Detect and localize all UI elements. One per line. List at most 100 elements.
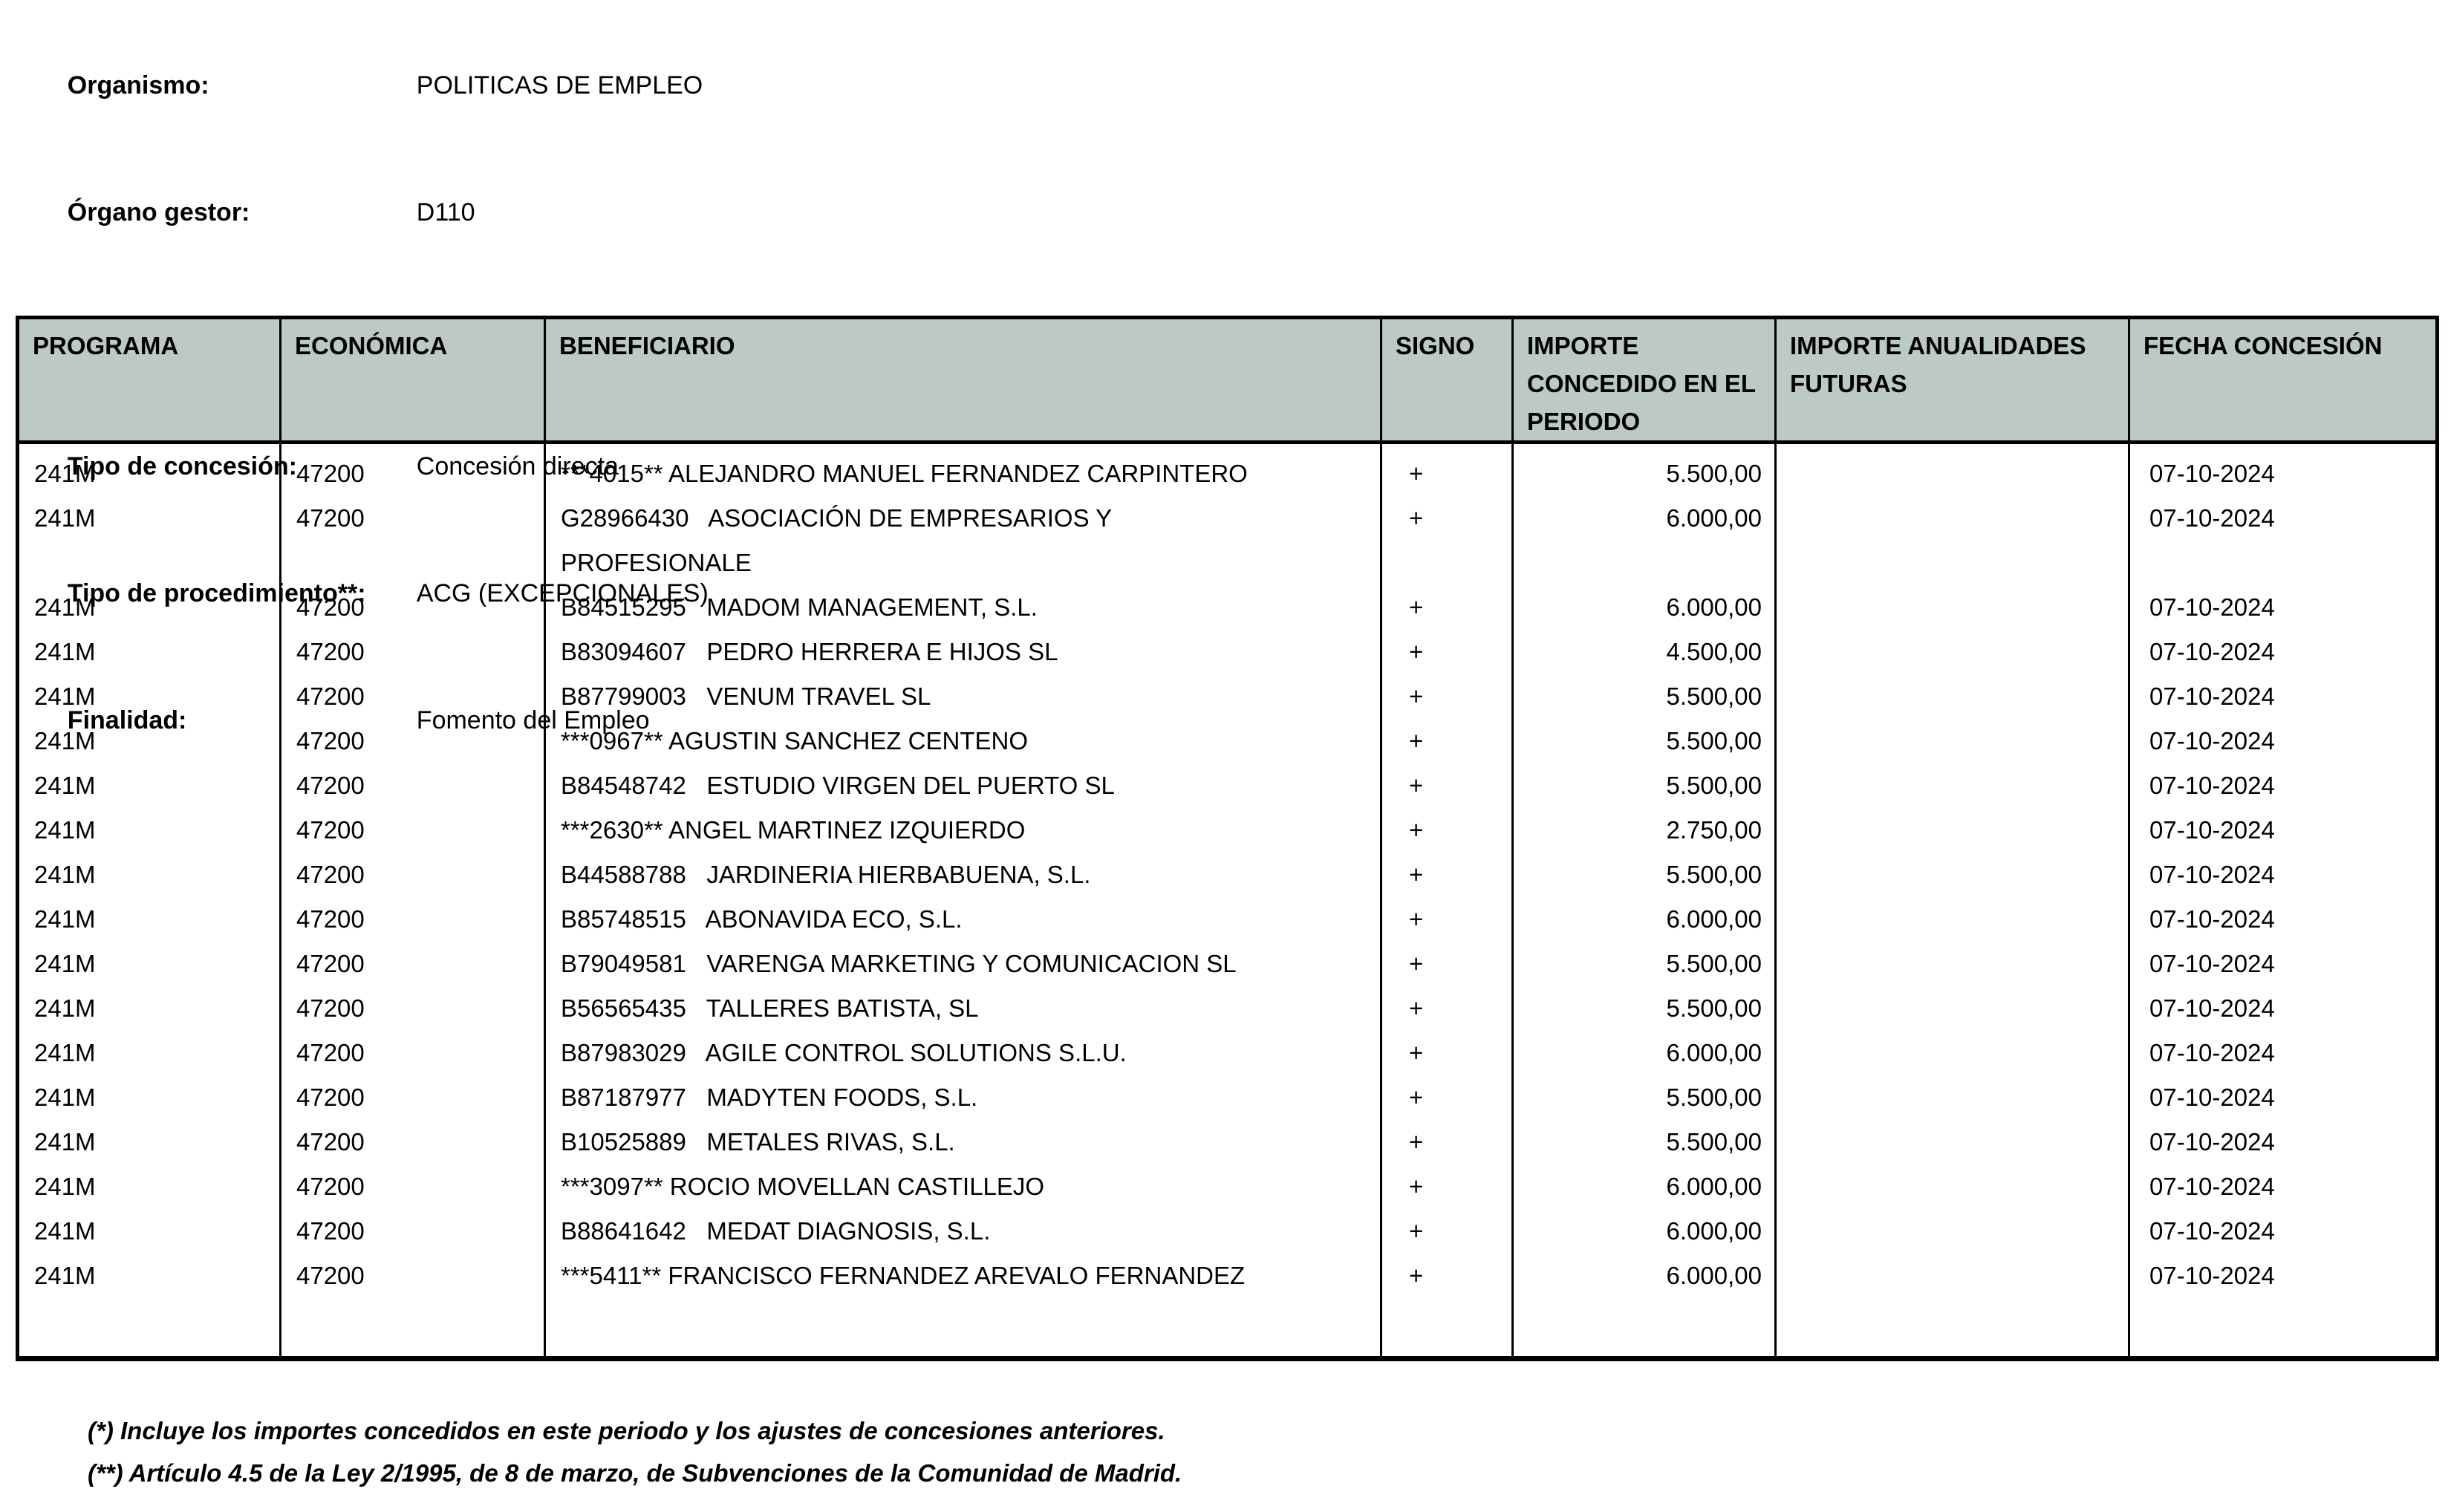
signo-cell: + bbox=[1381, 1209, 1514, 1254]
programa-cell: 241M bbox=[17, 674, 281, 719]
importe-futuras-cell bbox=[1775, 897, 2130, 942]
table-row: 241M 47200 B84515295 MADOM MANAGEMENT, S… bbox=[17, 585, 2438, 630]
signo-cell: + bbox=[1381, 630, 1514, 674]
fecha-concesion-cell: 07-10-2024 bbox=[2149, 593, 2275, 621]
economica-cell: 47200 bbox=[280, 1031, 546, 1075]
economica-cell: 47200 bbox=[280, 442, 546, 496]
beneficiario-cell: B83094607 PEDRO HERRERA E HIJOS SL bbox=[544, 630, 1382, 674]
economica-cell: 47200 bbox=[280, 1254, 546, 1359]
column-header-signo: SIGNO bbox=[1381, 317, 1514, 444]
beneficiario-cell: B84515295 MADOM MANAGEMENT, S.L. bbox=[544, 585, 1382, 630]
importe-periodo-cell: 4.500,00 bbox=[1512, 630, 1777, 674]
table-row: 241M 47200 B87983029 AGILE CONTROL SOLUT… bbox=[17, 1031, 2438, 1075]
programa-cell: 241M bbox=[17, 853, 281, 897]
importe-futuras-cell bbox=[1775, 1075, 2130, 1120]
programa-cell: 241M bbox=[17, 496, 281, 585]
programa-cell: 241M bbox=[17, 942, 281, 986]
economica-cell: 47200 bbox=[280, 763, 546, 808]
signo-cell: + bbox=[1381, 763, 1514, 808]
beneficiario-cell: B56565435 TALLERES BATISTA, SL bbox=[544, 986, 1382, 1031]
beneficiario-cell: B10525889 METALES RIVAS, S.L. bbox=[544, 1120, 1382, 1164]
signo-cell: + bbox=[1381, 496, 1514, 585]
organo-gestor-value: D110 bbox=[416, 198, 475, 227]
column-header-importe-periodo: IMPORTE CONCEDIDO EN EL PERIODO bbox=[1512, 317, 1777, 444]
importe-periodo-cell: 6.000,00 bbox=[1512, 496, 1777, 585]
beneficiario-cell: ***4015** ALEJANDRO MANUEL FERNANDEZ CAR… bbox=[544, 442, 1382, 496]
programa-cell: 241M bbox=[17, 986, 281, 1031]
importe-periodo-cell: 5.500,00 bbox=[1512, 986, 1777, 1031]
economica-cell: 47200 bbox=[280, 986, 546, 1031]
signo-cell: + bbox=[1381, 719, 1514, 763]
table-row: 241M 47200 B87799003 VENUM TRAVEL SL + 5… bbox=[17, 674, 2438, 719]
table-row: 241M 47200 B44588788 JARDINERIA HIERBABU… bbox=[17, 853, 2438, 897]
importe-periodo-cell: 6.000,00 bbox=[1512, 1031, 1777, 1075]
footnote-double-asterisk: (**) Artículo 4.5 de la Ley 2/1995, de 8… bbox=[88, 1459, 1182, 1487]
column-header-beneficiario: BENEFICIARIO bbox=[544, 317, 1382, 444]
importe-futuras-cell bbox=[1775, 986, 2130, 1031]
importe-futuras-cell bbox=[1775, 630, 2130, 674]
importe-periodo-cell: 6.000,00 bbox=[1512, 1164, 1777, 1209]
beneficiario-cell: B44588788 JARDINERIA HIERBABUENA, S.L. bbox=[544, 853, 1382, 897]
importe-futuras-cell bbox=[1775, 763, 2130, 808]
economica-cell: 47200 bbox=[280, 1075, 546, 1120]
importe-periodo-cell: 5.500,00 bbox=[1512, 942, 1777, 986]
fecha-concesion-cell: 07-10-2024 bbox=[2149, 1262, 2275, 1289]
signo-cell: + bbox=[1381, 1031, 1514, 1075]
table-row: 241M 47200 G28966430 ASOCIACIÓN DE EMPRE… bbox=[17, 496, 2438, 585]
beneficiario-cell: ***5411** FRANCISCO FERNANDEZ AREVALO FE… bbox=[544, 1254, 1382, 1359]
signo-cell: + bbox=[1381, 942, 1514, 986]
concessions-table: PROGRAMA ECONÓMICA BENEFICIARIO SIGNO IM… bbox=[16, 316, 2439, 1361]
programa-cell: 241M bbox=[17, 442, 281, 496]
beneficiario-cell: ***2630** ANGEL MARTINEZ IZQUIERDO bbox=[544, 808, 1382, 853]
table-row: 241M 47200 B79049581 VARENGA MARKETING Y… bbox=[17, 942, 2438, 986]
economica-cell: 47200 bbox=[280, 853, 546, 897]
table-row: 241M 47200 B10525889 METALES RIVAS, S.L.… bbox=[17, 1120, 2438, 1164]
programa-cell: 241M bbox=[17, 1254, 281, 1359]
table-row: 241M 47200 ***5411** FRANCISCO FERNANDEZ… bbox=[17, 1254, 2438, 1359]
importe-periodo-cell: 5.500,00 bbox=[1512, 674, 1777, 719]
footnotes: (*) Incluye los importes concedidos en e… bbox=[88, 1410, 1182, 1494]
fecha-concesion-cell: 07-10-2024 bbox=[2149, 772, 2275, 799]
importe-futuras-cell bbox=[1775, 942, 2130, 986]
beneficiario-cell: B88641642 MEDAT DIAGNOSIS, S.L. bbox=[544, 1209, 1382, 1254]
beneficiario-cell: G28966430 ASOCIACIÓN DE EMPRESARIOS Y PR… bbox=[544, 496, 1382, 585]
programa-cell: 241M bbox=[17, 585, 281, 630]
programa-cell: 241M bbox=[17, 1031, 281, 1075]
signo-cell: + bbox=[1381, 1075, 1514, 1120]
fecha-concesion-cell: 07-10-2024 bbox=[2149, 638, 2275, 665]
signo-cell: + bbox=[1381, 674, 1514, 719]
signo-cell: + bbox=[1381, 1254, 1514, 1359]
info-row-organismo: Organismo: POLITICAS DE EMPLEO bbox=[39, 22, 1503, 149]
column-header-programa: PROGRAMA bbox=[17, 317, 281, 444]
economica-cell: 47200 bbox=[280, 897, 546, 942]
economica-cell: 47200 bbox=[280, 942, 546, 986]
importe-futuras-cell bbox=[1775, 496, 2130, 585]
economica-cell: 47200 bbox=[280, 496, 546, 585]
fecha-concesion-cell: 07-10-2024 bbox=[2149, 861, 2275, 888]
beneficiario-cell: B79049581 VARENGA MARKETING Y COMUNICACI… bbox=[544, 942, 1382, 986]
importe-periodo-cell: 6.000,00 bbox=[1512, 1254, 1777, 1359]
importe-futuras-cell bbox=[1775, 442, 2130, 496]
economica-cell: 47200 bbox=[280, 1164, 546, 1209]
economica-cell: 47200 bbox=[280, 808, 546, 853]
column-header-economica: ECONÓMICA bbox=[280, 317, 546, 444]
organo-gestor-label: Órgano gestor: bbox=[67, 198, 250, 227]
column-header-importe-futuras: IMPORTE ANUALIDADES FUTURAS bbox=[1775, 317, 2130, 444]
signo-cell: + bbox=[1381, 442, 1514, 496]
table-row: 241M 47200 ***0967** AGUSTIN SANCHEZ CEN… bbox=[17, 719, 2438, 763]
importe-futuras-cell bbox=[1775, 719, 2130, 763]
table-row: 241M 47200 B83094607 PEDRO HERRERA E HIJ… bbox=[17, 630, 2438, 674]
beneficiario-cell: B87187977 MADYTEN FOODS, S.L. bbox=[544, 1075, 1382, 1120]
beneficiario-cell: B84548742 ESTUDIO VIRGEN DEL PUERTO SL bbox=[544, 763, 1382, 808]
fecha-concesion-cell: 07-10-2024 bbox=[2149, 1084, 2275, 1111]
economica-cell: 47200 bbox=[280, 585, 546, 630]
programa-cell: 241M bbox=[17, 1075, 281, 1120]
importe-futuras-cell bbox=[1775, 1120, 2130, 1164]
programa-cell: 241M bbox=[17, 897, 281, 942]
importe-futuras-cell bbox=[1775, 853, 2130, 897]
fecha-concesion-cell: 07-10-2024 bbox=[2149, 1217, 2275, 1245]
footnote-asterisk: (*) Incluye los importes concedidos en e… bbox=[88, 1417, 1165, 1444]
fecha-concesion-cell: 07-10-2024 bbox=[2149, 950, 2275, 977]
economica-cell: 47200 bbox=[280, 674, 546, 719]
organismo-value: POLITICAS DE EMPLEO bbox=[416, 71, 703, 100]
